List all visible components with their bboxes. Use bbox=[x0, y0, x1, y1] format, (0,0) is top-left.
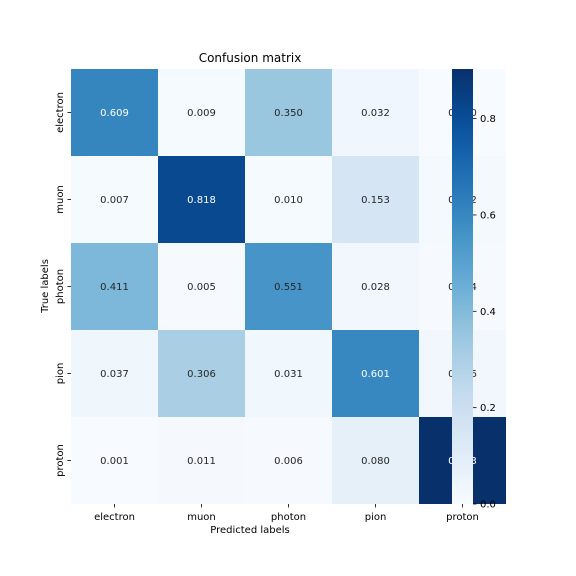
heatmap-cell-r3-c1 bbox=[158, 330, 245, 417]
chart-title: Confusion matrix bbox=[199, 51, 302, 65]
heatmap-cell-r2-c2 bbox=[245, 243, 332, 330]
heatmap-cell-r2-c1 bbox=[158, 243, 245, 330]
cell-label-r3-c1: 0.306 bbox=[187, 369, 216, 380]
x-axis-ticks: electron muon photon pion proton bbox=[94, 504, 479, 523]
cell-label-r1-c3: 0.153 bbox=[361, 195, 390, 206]
y-axis-ticks: electron muon photon pion proton bbox=[55, 92, 71, 477]
y-tick-label-pion: pion bbox=[55, 363, 66, 385]
x-tick-label-proton: proton bbox=[446, 512, 479, 523]
x-tick-label-photon: photon bbox=[271, 512, 306, 523]
cell-label-r1-c1: 0.818 bbox=[187, 195, 216, 206]
heatmap-cell-r1-c0 bbox=[71, 156, 158, 243]
cell-label-r4-c3: 0.080 bbox=[361, 456, 390, 467]
cell-label-r1-c2: 0.010 bbox=[274, 195, 303, 206]
cell-label-r2-c1: 0.005 bbox=[187, 282, 216, 293]
colorbar-tick-label-0: 0.0 bbox=[480, 500, 496, 511]
cell-label-r0-c2: 0.350 bbox=[274, 108, 303, 119]
heatmap-cell-r3-c3 bbox=[332, 330, 419, 417]
heatmap-cell-r4-c0 bbox=[71, 417, 158, 504]
heatmap-cell-r4-c1 bbox=[158, 417, 245, 504]
cell-label-r1-c0: 0.007 bbox=[100, 195, 129, 206]
cell-label-r4-c1: 0.011 bbox=[187, 456, 216, 467]
heatmap-cell-r4-c3 bbox=[332, 417, 419, 504]
y-tick-label-proton: proton bbox=[55, 444, 66, 477]
y-axis-label: True labels bbox=[40, 259, 51, 314]
cell-label-r0-c1: 0.009 bbox=[187, 108, 216, 119]
colorbar-tick-label-3: 0.6 bbox=[480, 210, 496, 221]
cell-label-r4-c2: 0.006 bbox=[274, 456, 303, 467]
y-tick-label-photon: photon bbox=[55, 269, 66, 304]
heatmap-cell-r0-c1 bbox=[158, 69, 245, 156]
heatmap-cell-r0-c2 bbox=[245, 69, 332, 156]
x-tick-label-electron: electron bbox=[94, 512, 135, 523]
heatmap-cell-r2-c0 bbox=[71, 243, 158, 330]
x-axis-label: Predicted labels bbox=[210, 525, 290, 536]
heatmap-cell-r0-c0 bbox=[71, 69, 158, 156]
heatmap-cell-r0-c3 bbox=[332, 69, 419, 156]
heatmap-cell-r1-c2 bbox=[245, 156, 332, 243]
colorbar-ticks: 0.0 0.2 0.4 0.6 0.8 bbox=[473, 114, 496, 511]
x-tick-label-pion: pion bbox=[365, 512, 387, 523]
heatmap-cells bbox=[71, 69, 506, 504]
cell-label-r3-c3: 0.601 bbox=[361, 369, 390, 380]
cell-label-r2-c0: 0.411 bbox=[100, 282, 129, 293]
colorbar bbox=[452, 69, 473, 504]
heatmap-cell-r1-c3 bbox=[332, 156, 419, 243]
cell-label-r3-c2: 0.031 bbox=[274, 369, 303, 380]
cell-label-r0-c0: 0.609 bbox=[100, 108, 129, 119]
cell-label-r0-c3: 0.032 bbox=[361, 108, 390, 119]
colorbar-tick-label-1: 0.2 bbox=[480, 403, 496, 414]
cell-label-r2-c3: 0.028 bbox=[361, 282, 390, 293]
heatmap-cell-r3-c0 bbox=[71, 330, 158, 417]
heatmap-cell-r4-c2 bbox=[245, 417, 332, 504]
colorbar-tick-label-2: 0.4 bbox=[480, 307, 496, 318]
heatmap-cell-r3-c2 bbox=[245, 330, 332, 417]
x-tick-label-muon: muon bbox=[187, 512, 216, 523]
y-tick-label-muon: muon bbox=[55, 185, 66, 214]
cell-label-r4-c0: 0.001 bbox=[100, 456, 129, 467]
cell-label-r2-c2: 0.551 bbox=[274, 282, 303, 293]
colorbar-tick-label-4: 0.8 bbox=[480, 114, 496, 125]
y-tick-label-electron: electron bbox=[55, 92, 66, 133]
cell-label-r3-c0: 0.037 bbox=[100, 369, 129, 380]
heatmap-cell-r1-c1 bbox=[158, 156, 245, 243]
heatmap-cell-r2-c3 bbox=[332, 243, 419, 330]
